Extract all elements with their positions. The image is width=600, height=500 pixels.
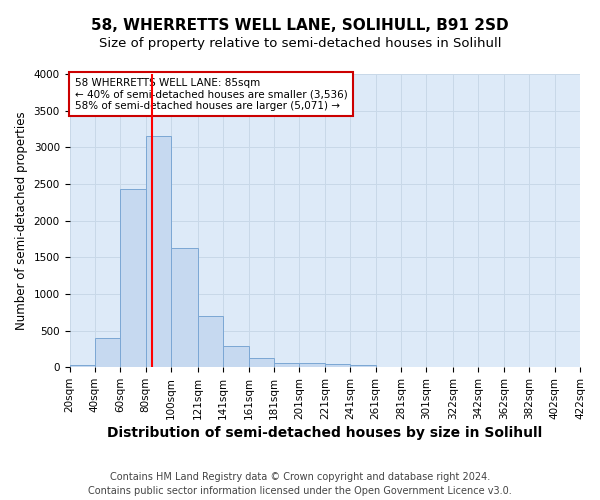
Bar [70,365,95,367]
Text: 58, WHERRETTS WELL LANE, SOLIHULL, B91 2SD: 58, WHERRETTS WELL LANE, SOLIHULL, B91 2… [91,18,509,32]
Text: 58 WHERRETTS WELL LANE: 85sqm
← 40% of semi-detached houses are smaller (3,536)
: 58 WHERRETTS WELL LANE: 85sqm ← 40% of s… [74,78,347,111]
Bar [198,316,223,367]
Bar [146,136,171,367]
Text: Contains HM Land Registry data © Crown copyright and database right 2024.: Contains HM Land Registry data © Crown c… [110,472,490,482]
Text: Size of property relative to semi-detached houses in Solihull: Size of property relative to semi-detach… [99,38,501,51]
Bar [299,363,325,367]
Bar [95,338,121,367]
X-axis label: Distribution of semi-detached houses by size in Solihull: Distribution of semi-detached houses by … [107,426,542,440]
Bar [223,346,248,367]
Bar [274,363,299,367]
Text: Contains public sector information licensed under the Open Government Licence v3: Contains public sector information licen… [88,486,512,496]
Bar [350,366,376,367]
Bar [248,358,274,367]
Bar [325,364,350,367]
Bar [121,189,146,367]
Y-axis label: Number of semi-detached properties: Number of semi-detached properties [15,112,28,330]
Bar [171,248,198,367]
